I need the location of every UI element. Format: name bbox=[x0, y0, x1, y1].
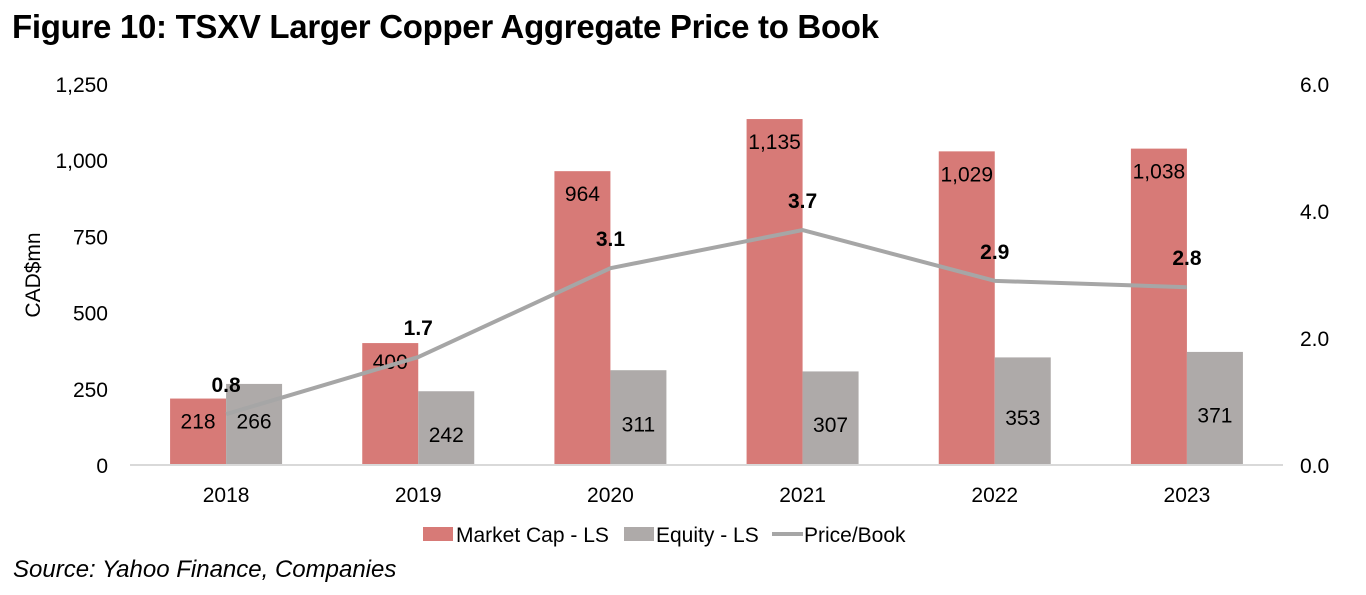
data-label-market-cap: 218 bbox=[181, 411, 216, 434]
bar-equity bbox=[1186, 351, 1243, 465]
data-label-price-book: 2.9 bbox=[980, 241, 1009, 264]
y-tick-label: 500 bbox=[73, 303, 108, 326]
data-label-market-cap: 1,038 bbox=[1133, 161, 1186, 184]
price-book-line: 0.8 1.7 3.1 3.7 2.9 2.8 bbox=[211, 190, 1202, 417]
bar-equity bbox=[226, 383, 283, 465]
y-tick-label: 1,250 bbox=[55, 74, 108, 97]
y2-tick-label: 6.0 bbox=[1300, 74, 1329, 97]
x-tick-label: 2019 bbox=[395, 484, 442, 507]
data-label-price-book: 1.7 bbox=[404, 317, 433, 340]
data-label-price-book: 0.8 bbox=[211, 374, 241, 397]
x-tick-label: 2018 bbox=[203, 484, 250, 507]
bar-market-cap bbox=[746, 119, 803, 465]
y-axis-left: 0 250 500 750 1,000 1,250 bbox=[55, 74, 108, 478]
bar-market-cap bbox=[170, 398, 227, 465]
bar-equity bbox=[418, 391, 475, 465]
y2-tick-label: 0.0 bbox=[1300, 455, 1329, 478]
legend-swatch-market-cap bbox=[423, 527, 453, 541]
data-label-equity: 371 bbox=[1197, 404, 1232, 427]
bar-equity bbox=[802, 371, 859, 465]
x-tick-label: 2020 bbox=[587, 484, 634, 507]
y-tick-label: 1,000 bbox=[55, 150, 108, 173]
x-tick-label: 2021 bbox=[779, 484, 826, 507]
data-label-market-cap: 964 bbox=[565, 183, 600, 206]
bar-market-cap bbox=[1130, 148, 1187, 465]
bar-market-cap bbox=[554, 171, 611, 466]
data-label-price-book: 3.7 bbox=[788, 190, 817, 213]
y-axis-right: 0.0 2.0 4.0 6.0 bbox=[1300, 74, 1329, 478]
data-label-equity: 353 bbox=[1005, 407, 1040, 430]
y-tick-label: 250 bbox=[73, 379, 108, 402]
data-label-equity: 242 bbox=[429, 424, 464, 447]
data-label-equity: 307 bbox=[813, 414, 848, 437]
data-label-market-cap: 1,135 bbox=[748, 131, 801, 154]
legend-label-market-cap: Market Cap - LS bbox=[456, 524, 609, 547]
source-note: Source: Yahoo Finance, Companies bbox=[13, 556, 397, 583]
x-tick-label: 2023 bbox=[1164, 484, 1211, 507]
data-label-market-cap: 1,029 bbox=[940, 163, 993, 186]
y-axis-label: CAD$mn bbox=[22, 232, 45, 317]
data-label-price-book: 3.1 bbox=[596, 228, 626, 251]
y-tick-label: 0 bbox=[96, 455, 108, 478]
legend: Market Cap - LS Equity - LS Price/Book bbox=[423, 524, 906, 547]
legend-swatch-equity bbox=[624, 527, 654, 541]
bar-market-cap bbox=[938, 151, 995, 466]
data-label-price-book: 2.8 bbox=[1172, 247, 1202, 270]
x-axis: 2018 2019 2020 2021 2022 2023 bbox=[203, 484, 1211, 507]
y2-tick-label: 2.0 bbox=[1300, 328, 1329, 351]
x-tick-label: 2022 bbox=[971, 484, 1018, 507]
data-label-equity: 311 bbox=[622, 414, 655, 437]
bar-equity bbox=[994, 357, 1051, 465]
y-tick-label: 750 bbox=[73, 226, 108, 249]
data-label-equity: 266 bbox=[237, 411, 272, 434]
bar-equity bbox=[610, 370, 667, 465]
price-book-series bbox=[225, 228, 1187, 417]
bars: 218 2664002429643111,1353071,0293531,0383… bbox=[170, 119, 1243, 466]
legend-label-equity: Equity - LS bbox=[656, 524, 759, 547]
y2-tick-label: 4.0 bbox=[1300, 201, 1329, 224]
legend-label-price-book: Price/Book bbox=[804, 524, 906, 547]
chart-title: Figure 10: TSXV Larger Copper Aggregate … bbox=[12, 8, 879, 45]
